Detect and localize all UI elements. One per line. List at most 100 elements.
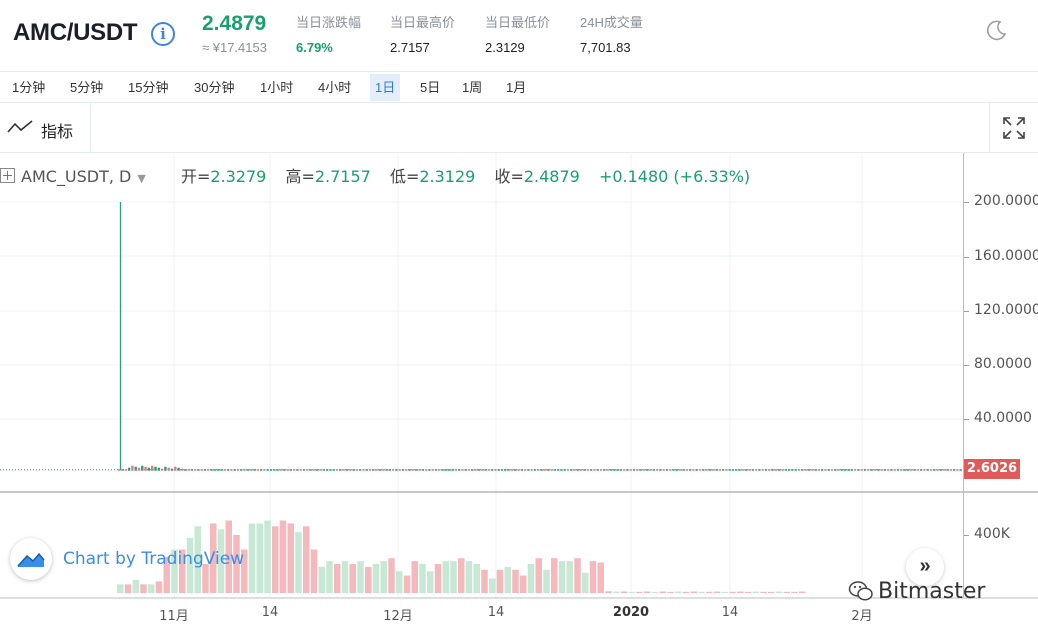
chevron-down-icon[interactable]: ▼ [137, 172, 146, 185]
candle [923, 469, 926, 471]
x-label: 14 [721, 605, 739, 620]
interval-4h[interactable]: 4小时 [318, 80, 352, 95]
candle [335, 469, 339, 471]
candle [646, 469, 649, 471]
candle [391, 469, 395, 471]
indicators-button[interactable]: 指标 [0, 103, 91, 152]
price-axis[interactable]: 200.0000 160.0000 120.0000 80.0000 40.00… [963, 153, 1038, 598]
candle [124, 469, 127, 471]
interval-1w[interactable]: 1周 [462, 80, 483, 95]
candle [728, 469, 731, 471]
interval-1h[interactable]: 1小时 [260, 80, 294, 95]
candle [830, 469, 834, 471]
candle [847, 469, 850, 471]
candle [236, 469, 240, 471]
candle [167, 467, 170, 471]
interval-1m[interactable]: 1分钟 [12, 80, 46, 95]
chart-area[interactable]: AMC_USDT, D ▼ 开=2.3279 高=2.7157 低=2.3129 … [0, 153, 1038, 636]
tradingview-credit[interactable]: Chart by TradingView [63, 549, 245, 569]
volume-bar [799, 591, 806, 593]
candle [556, 469, 560, 471]
fullscreen-button[interactable] [989, 103, 1038, 152]
candle [570, 469, 573, 471]
candle [401, 469, 405, 471]
candle [352, 469, 355, 471]
expand-plus-icon[interactable] [0, 168, 15, 183]
pair-title: AMC/USDT [13, 19, 138, 46]
candle [444, 469, 448, 471]
candle [497, 469, 500, 471]
info-circle-icon[interactable]: i [151, 22, 175, 46]
candle [319, 469, 322, 471]
candle [494, 469, 497, 471]
y-tick [964, 311, 969, 312]
fullscreen-icon [1003, 117, 1025, 139]
volume-bar [775, 591, 783, 593]
candle [490, 469, 494, 471]
volume-bar [589, 561, 597, 593]
candle [312, 469, 316, 471]
candle [342, 469, 345, 471]
candle [160, 468, 164, 471]
candle [900, 469, 903, 471]
candle [820, 469, 824, 471]
interval-1d[interactable]: 1日 [370, 74, 401, 101]
candle [764, 469, 768, 471]
volume-bar [768, 591, 775, 593]
candle [382, 469, 385, 471]
interval-30m[interactable]: 30分钟 [194, 80, 235, 95]
candle [144, 466, 147, 471]
candle [952, 469, 956, 471]
interval-1mo[interactable]: 1月 [506, 80, 527, 95]
volume-bar [713, 591, 721, 593]
y-tick [964, 365, 969, 366]
volume-bar [341, 561, 349, 593]
volume-bar [582, 572, 589, 593]
candle [510, 469, 514, 471]
candle [735, 469, 738, 471]
candle [593, 469, 596, 471]
candle [302, 469, 306, 471]
candle [834, 469, 837, 471]
candle [685, 469, 688, 471]
candle [424, 469, 428, 471]
candle [778, 469, 781, 471]
candle [738, 469, 741, 471]
candle [692, 469, 695, 471]
volume-bar [419, 564, 426, 593]
candle [378, 469, 382, 471]
candle [771, 469, 774, 471]
volume-bar [310, 549, 318, 593]
candle [599, 469, 603, 471]
interval-5m[interactable]: 5分钟 [70, 80, 104, 95]
volume-bar [117, 584, 124, 593]
candle [457, 469, 461, 471]
candle [141, 465, 144, 471]
candle [263, 469, 266, 471]
candle [596, 469, 599, 471]
interval-bar: 1分钟 5分钟 15分钟 30分钟 1小时 4小时 1日 5日 1周 1月 [0, 72, 1038, 103]
stat-label: 当日最低价 [485, 15, 551, 30]
candle [193, 469, 197, 471]
candle [622, 469, 626, 471]
volume-bar [155, 581, 163, 593]
candle [665, 469, 669, 471]
volume-bar [318, 566, 325, 593]
wechat-icon [848, 581, 873, 601]
candle [147, 467, 151, 471]
moon-icon[interactable] [986, 19, 1008, 41]
candle [118, 469, 121, 471]
candle [207, 469, 210, 471]
candle [583, 469, 586, 471]
interval-5d[interactable]: 5日 [420, 80, 441, 95]
candle [200, 469, 203, 471]
candle [388, 469, 391, 471]
candle [253, 469, 256, 471]
candle [243, 469, 246, 471]
candle [471, 469, 474, 471]
volume-bar [791, 591, 798, 593]
tradingview-logo[interactable] [10, 538, 52, 580]
interval-15m[interactable]: 15分钟 [128, 80, 169, 95]
volume-bar [442, 561, 449, 593]
scroll-to-realtime-button[interactable]: » [906, 548, 944, 586]
